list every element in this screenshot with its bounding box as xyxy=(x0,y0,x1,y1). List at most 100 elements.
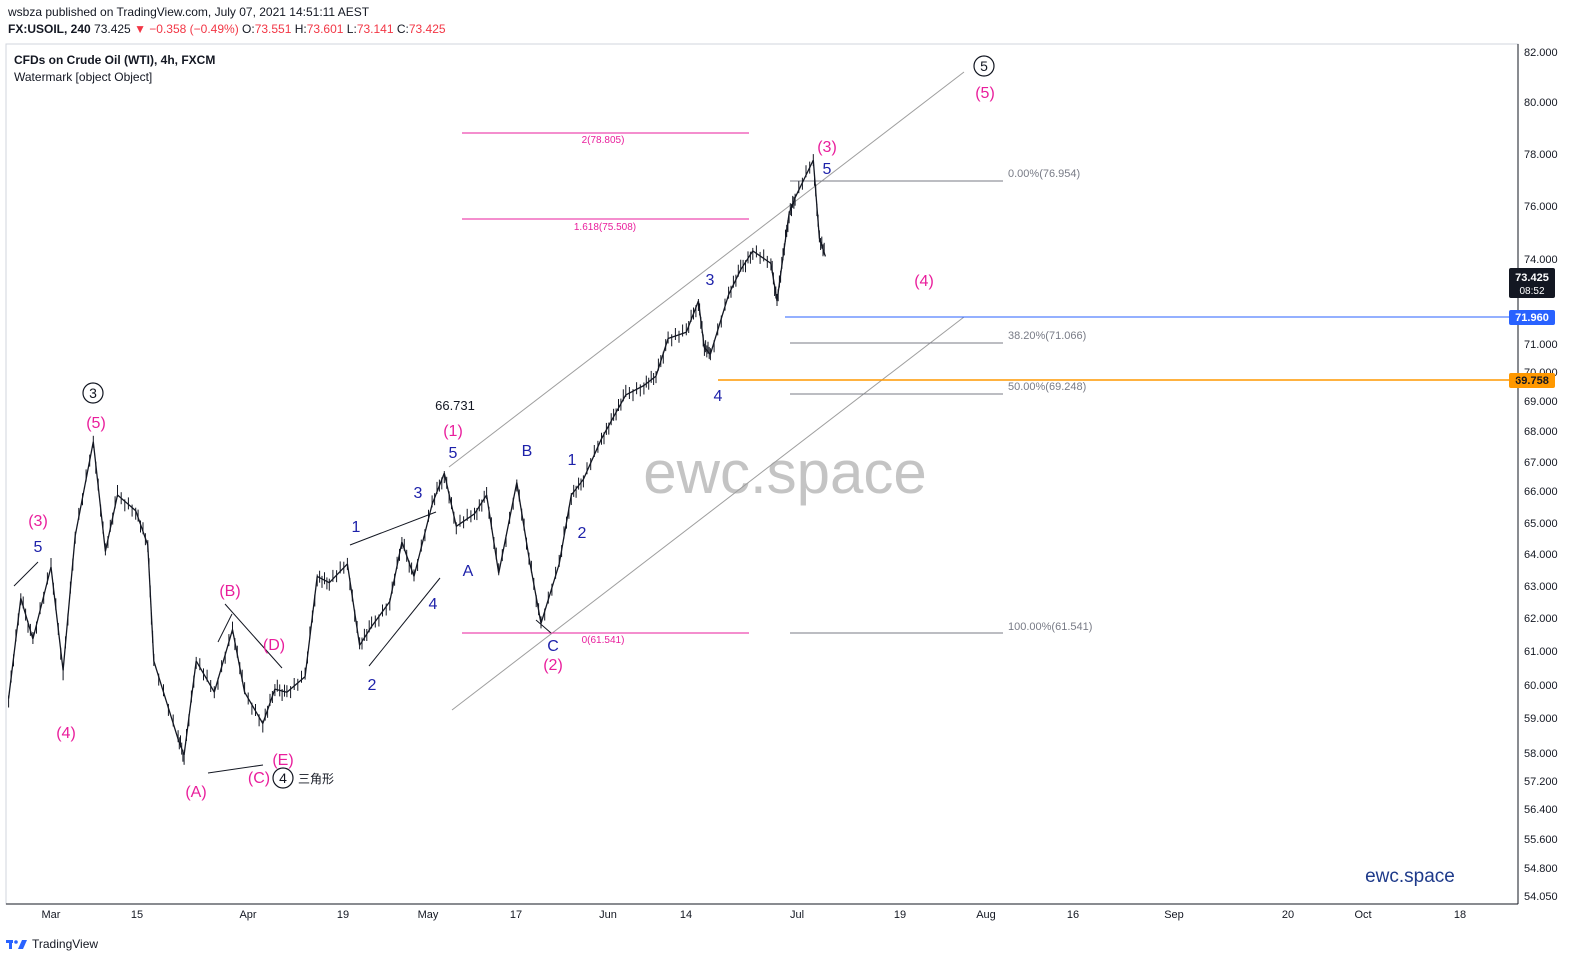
orange-price-label: 69.758 xyxy=(1515,375,1549,387)
wave-label: B xyxy=(522,443,533,460)
wave-label: (E) xyxy=(272,752,293,769)
price-segment xyxy=(274,688,288,693)
fib-retracement[interactable]: 0.00%(76.954) 38.20%(71.066) 50.00%(69.2… xyxy=(790,168,1092,634)
price-segment xyxy=(625,384,645,396)
y-tick-label: 76.000 xyxy=(1524,201,1558,213)
wave-label: 5 xyxy=(449,445,458,462)
price-segment xyxy=(359,626,373,646)
trendline xyxy=(207,764,264,774)
price-segment xyxy=(728,269,742,295)
price-segment xyxy=(582,438,603,480)
price-segment xyxy=(528,557,542,624)
circle-marker xyxy=(272,767,294,789)
chart-title: CFDs on Crude Oil (WTI), 4h, FXCM xyxy=(14,53,215,67)
channel-upper-line[interactable] xyxy=(448,71,965,468)
price-segment xyxy=(485,494,500,574)
y-tick-label: 78.000 xyxy=(1524,149,1558,161)
price-segment xyxy=(540,563,560,624)
price-segment xyxy=(195,660,215,693)
price-segment xyxy=(244,691,264,724)
x-tick-label: 18 xyxy=(1454,909,1466,921)
price-segment xyxy=(709,294,730,355)
x-tick-label: Apr xyxy=(239,909,256,921)
ewc-watermark: ewc.space xyxy=(643,439,926,506)
y-tick-label: 61.000 xyxy=(1524,646,1558,658)
wave-label: 3 xyxy=(414,485,423,502)
y-axis-ticks: 82.000 80.000 78.000 76.000 74.000 71.00… xyxy=(1524,47,1558,903)
price-segment xyxy=(286,676,306,693)
price-segment xyxy=(685,300,700,333)
circled-label: 4 xyxy=(279,770,287,786)
x-tick-label: Jul xyxy=(790,909,804,921)
fib-extension[interactable]: 2(78.805) 1.618(75.508) 0(61.541) xyxy=(462,132,749,646)
ext-level-label: 1.618(75.508) xyxy=(574,222,636,233)
price-label-blue: 71.960 xyxy=(1509,310,1555,325)
price-segment xyxy=(213,629,234,693)
ext-level-label: 2(78.805) xyxy=(582,135,625,146)
wave-label: 2 xyxy=(578,525,587,542)
price-segment xyxy=(794,159,814,198)
price-annotation: 66.731 xyxy=(435,398,475,413)
wave-label: (D) xyxy=(263,637,285,654)
price-segment xyxy=(667,331,687,340)
fib-level-label: 50.00%(69.248) xyxy=(1008,381,1086,393)
circled-label: 3 xyxy=(89,385,97,401)
price-segment xyxy=(104,494,119,552)
price-segment xyxy=(812,160,821,239)
trendline xyxy=(224,603,283,669)
y-tick-label: 60.000 xyxy=(1524,680,1558,692)
wave-label: (4) xyxy=(56,725,76,742)
price-segment xyxy=(7,598,22,699)
footer-brand: TradingView xyxy=(32,937,99,951)
price-chart[interactable]: CFDs on Crude Oil (WTI), 4h, FXCM Waterm… xyxy=(0,0,1580,935)
current-price-label: 73.425 xyxy=(1515,272,1549,284)
price-segment xyxy=(776,257,784,302)
fib-level-label: 38.20%(71.066) xyxy=(1008,330,1086,342)
trendline xyxy=(217,613,233,643)
low-value: 73.141 xyxy=(356,22,394,36)
low-label: L: xyxy=(346,22,357,36)
x-tick-label: Sep xyxy=(1164,909,1184,921)
pattern-lines[interactable] xyxy=(13,511,552,774)
x-tick-label: 19 xyxy=(894,909,906,921)
wave-label: (5) xyxy=(86,415,106,432)
price-segment xyxy=(443,472,457,527)
wave-label: (2) xyxy=(543,657,563,674)
price-segment xyxy=(183,660,197,755)
price-segment xyxy=(20,598,34,640)
y-tick-label: 65.000 xyxy=(1524,518,1558,530)
price-segment xyxy=(62,535,76,671)
wave-label: (3) xyxy=(28,513,48,530)
wave-labels: 5 (3) (4) (5) (A) (B) (C) (D) (E) 1 2 3 … xyxy=(28,85,995,801)
wave-label: (A) xyxy=(185,784,206,801)
circled-wave-labels: 3 4 5 xyxy=(82,55,995,789)
price-segment xyxy=(92,441,107,552)
price-segment xyxy=(153,660,179,740)
channel-lower-line[interactable] xyxy=(451,316,965,711)
price-segment xyxy=(346,563,361,646)
wave-label: 3 xyxy=(706,272,715,289)
x-tick-label: 20 xyxy=(1282,909,1294,921)
wave-label: 5 xyxy=(34,539,43,556)
wave-label: 2 xyxy=(368,677,377,694)
trendline xyxy=(13,561,39,587)
price-segment xyxy=(473,494,488,515)
price-series[interactable] xyxy=(7,154,827,765)
price-segment xyxy=(328,563,348,584)
price-segment xyxy=(818,238,827,257)
watermark-line: Watermark [object Object] xyxy=(14,70,152,84)
price-segment xyxy=(613,394,627,418)
ext-level-label: 0(61.541) xyxy=(582,635,625,646)
price-label-orange: 69.758 xyxy=(1509,373,1555,388)
price-segment xyxy=(752,250,772,264)
price-segment xyxy=(262,688,276,724)
y-tick-label: 57.200 xyxy=(1524,776,1558,788)
countdown-label: 08:52 xyxy=(1519,286,1544,297)
circled-label: 5 xyxy=(980,58,988,74)
price-segment xyxy=(455,513,475,527)
x-tick-label: 14 xyxy=(680,909,692,921)
symbol-label[interactable]: FX:USOIL, 240 xyxy=(8,22,91,36)
price-segment xyxy=(135,510,149,546)
x-tick-label: May xyxy=(418,909,439,921)
tradingview-footer[interactable]: TradingView xyxy=(6,937,98,951)
